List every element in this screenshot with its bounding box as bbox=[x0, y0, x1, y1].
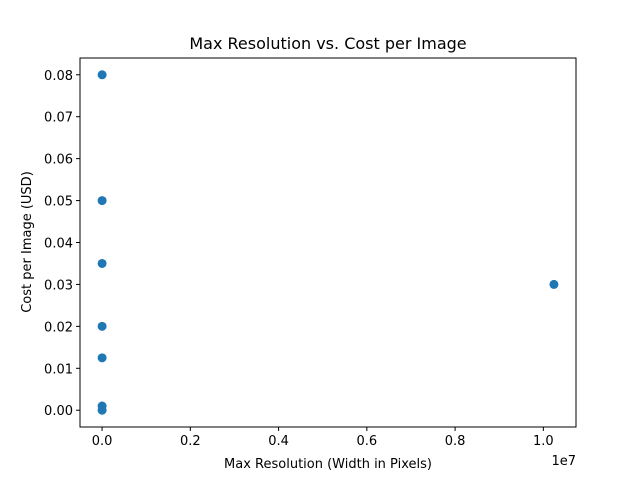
x-tick-label: 0.8 bbox=[445, 434, 466, 449]
x-tick-label: 0.2 bbox=[180, 434, 201, 449]
y-tick-label: 0.08 bbox=[44, 69, 73, 84]
scatter-point bbox=[97, 321, 107, 331]
chart-title: Max Resolution vs. Cost per Image bbox=[189, 34, 466, 53]
scatter-point bbox=[97, 258, 107, 268]
x-tick-label: 0.4 bbox=[268, 434, 289, 449]
y-tick-label: 0.03 bbox=[44, 278, 73, 293]
scatter-point bbox=[549, 279, 559, 289]
y-tick-label: 0.02 bbox=[44, 320, 73, 335]
plot-area bbox=[97, 70, 559, 415]
y-tick-label: 0.04 bbox=[44, 237, 73, 252]
x-axis-offset-label: 1e7 bbox=[551, 454, 576, 469]
scatter-point bbox=[97, 70, 107, 80]
x-tick-label: 0.0 bbox=[92, 434, 113, 449]
x-tick-label: 0.6 bbox=[356, 434, 377, 449]
x-axis-label: Max Resolution (Width in Pixels) bbox=[224, 457, 432, 472]
scatter-point bbox=[97, 405, 107, 415]
y-tick-label: 0.05 bbox=[44, 195, 73, 210]
y-axis-label: Cost per Image (USD) bbox=[20, 171, 35, 313]
scatter-point bbox=[97, 196, 107, 206]
scatter-point bbox=[97, 353, 107, 363]
y-tick-label: 0.00 bbox=[44, 404, 73, 419]
y-tick-label: 0.06 bbox=[44, 153, 73, 168]
x-tick-label: 1.0 bbox=[533, 434, 554, 449]
y-tick-label: 0.01 bbox=[44, 362, 73, 377]
y-tick-label: 0.07 bbox=[44, 111, 73, 126]
